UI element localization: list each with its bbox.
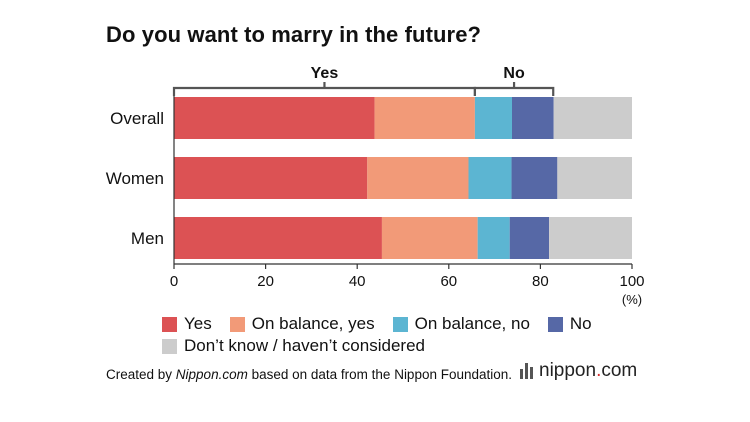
- category-label: Overall: [110, 109, 164, 128]
- legend-swatch: [162, 338, 177, 354]
- legend-swatch: [229, 316, 245, 332]
- source-suffix: based on data from the Nippon Foundation…: [247, 367, 513, 382]
- bar-segment: [468, 157, 512, 199]
- bar-segment: [174, 157, 368, 199]
- x-tick-label: 100: [619, 273, 644, 290]
- legend-swatch: [392, 316, 408, 332]
- logo-main: nippon: [539, 360, 597, 381]
- bar-segment: [549, 217, 632, 259]
- legend-row-2: Don’t know / haven’t considered: [162, 335, 610, 357]
- source-site[interactable]: Nippon.com: [175, 367, 248, 382]
- category-label: Women: [106, 169, 164, 188]
- legend-label: On balance, yes: [251, 314, 375, 333]
- legend-label: Don’t know / haven’t considered: [184, 336, 425, 355]
- bar-segment: [381, 217, 478, 259]
- bar-segment: [557, 157, 632, 199]
- logo-mark-icon: [520, 363, 533, 379]
- logo-dot: .: [596, 360, 602, 381]
- x-tick-label: 40: [349, 273, 366, 290]
- bar-segment: [477, 217, 510, 259]
- legend-swatch: [547, 316, 563, 332]
- bracket-label: Yes: [311, 65, 339, 82]
- legend-item-on-balance-no: On balance, no: [392, 314, 530, 334]
- bar-segment: [374, 97, 475, 139]
- legend-row-1: Yes On balance, yes On balance, no No: [162, 313, 610, 335]
- category-label: Men: [131, 229, 164, 248]
- bar-segment: [174, 97, 375, 139]
- legend-item-no: No: [547, 314, 592, 334]
- x-tick-label: 80: [532, 273, 549, 290]
- bracket-line: [473, 86, 555, 96]
- source-prefix: Created by: [106, 367, 176, 382]
- x-tick-label: 60: [440, 273, 457, 290]
- bracket-label: No: [503, 65, 525, 82]
- bar-segment: [553, 97, 632, 139]
- source-note: Created by Nippon.com based on data from…: [106, 367, 512, 382]
- x-unit-label: (%): [622, 292, 642, 307]
- legend-label: On balance, no: [414, 314, 530, 333]
- x-tick-label: 0: [170, 273, 178, 290]
- legend: Yes On balance, yes On balance, no No Do…: [162, 313, 610, 357]
- legend-item-on-balance-yes: On balance, yes: [229, 314, 375, 334]
- nippon-logo[interactable]: nippon. com: [520, 360, 637, 382]
- legend-item-dont-know: Don’t know / haven’t considered: [162, 336, 425, 356]
- logo-tld: com: [601, 360, 638, 381]
- bar-segment: [511, 157, 558, 199]
- bar-segment: [509, 217, 550, 259]
- bar-segment: [367, 157, 469, 199]
- legend-item-yes: Yes: [162, 314, 212, 334]
- bracket-line: [172, 86, 477, 96]
- legend-label: No: [569, 314, 592, 333]
- bar-segment: [512, 97, 554, 139]
- legend-label: Yes: [184, 314, 212, 333]
- chart-title: Do you want to marry in the future?: [106, 22, 482, 47]
- x-tick-label: 20: [257, 273, 274, 290]
- bar-segment: [174, 217, 382, 259]
- legend-swatch: [162, 316, 177, 332]
- bar-segment: [474, 97, 513, 139]
